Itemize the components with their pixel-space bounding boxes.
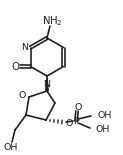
Text: OH: OH <box>4 142 18 151</box>
Text: N: N <box>44 80 51 89</box>
Text: O: O <box>19 91 26 100</box>
Text: O: O <box>65 119 72 128</box>
Text: O: O <box>12 62 20 71</box>
Text: P: P <box>73 117 79 126</box>
Text: NH$_2$: NH$_2$ <box>42 14 62 28</box>
Text: OH: OH <box>96 124 110 133</box>
Text: N: N <box>22 43 29 52</box>
Text: OH: OH <box>97 111 111 120</box>
Text: O: O <box>74 102 82 111</box>
Polygon shape <box>46 76 48 91</box>
